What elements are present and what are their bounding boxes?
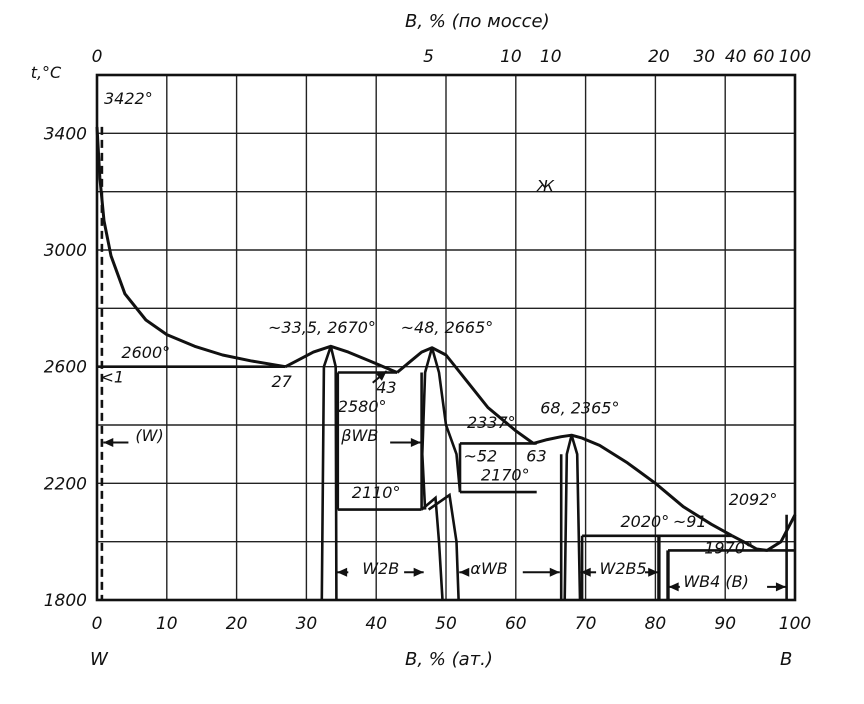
annotation-label: t,°C [31, 63, 62, 82]
w2b-left-boundary [320, 345, 333, 601]
annotation-label: 68, 2365° [540, 398, 619, 417]
annotation-label: 3422° [104, 89, 153, 108]
annotation-label: Ж [536, 177, 555, 196]
corner-label-right: B [780, 649, 792, 670]
y-tick-label: 2600 [44, 358, 87, 378]
x2-tick-label: 0 [92, 47, 103, 67]
arrow-wb4-right-head [775, 582, 786, 592]
x-tick-label: 50 [435, 614, 457, 634]
x2-tick-label: 40 [725, 47, 747, 67]
annotation-label: 27 [272, 372, 293, 391]
awb-left-boundary [420, 495, 444, 601]
annotation-label: ~91 [673, 512, 707, 531]
annotation-label: W2B [362, 559, 399, 578]
annotation-label: 2170° [481, 465, 530, 484]
arrow-43-head [376, 371, 387, 381]
x2-tick-label: 10 [500, 47, 522, 67]
annotation-label: 2600° [121, 343, 170, 362]
phase-boundaries [95, 126, 797, 601]
annotation-label: 2020° [621, 512, 670, 531]
w2b-right-boundary [329, 345, 338, 601]
w2b5-left-boundary [563, 434, 573, 601]
x-tick-label: 0 [92, 614, 103, 634]
plot-border [95, 73, 797, 602]
x2-axis-title: B, % (по мoссе) [405, 11, 550, 32]
w2b5-right-boundary [570, 434, 582, 601]
arrow-bwb-head [410, 438, 421, 447]
awb-left-inner [427, 492, 460, 601]
x-tick-label: 60 [505, 614, 527, 634]
arrow-wb4-left-head [668, 582, 679, 592]
annotations: t,°C 3422° Ж 2600° <1 (W) ~33,5, 2670° ~48, 266… [31, 63, 778, 591]
bwb-left-boundary [420, 347, 434, 510]
y-tick-label: 1800 [44, 591, 87, 611]
x2-tick-label: 20 [648, 47, 670, 67]
x2-tick-label: 60 [753, 47, 775, 67]
corner-label-left: W [90, 649, 109, 670]
x-tick-label: 40 [365, 614, 387, 634]
annotation-label: βWB [340, 426, 378, 445]
annotation-label: 63 [526, 446, 546, 465]
x2-tick-label: 10 [540, 47, 562, 67]
annotation-label: 1970° [704, 538, 753, 557]
annotation-label: ~48, 2665° [401, 318, 494, 337]
liquidus-curve [284, 344, 398, 374]
annotation-label: ~52 [463, 446, 497, 465]
plot-frame [95, 73, 797, 602]
annotation-label: 2337° [467, 413, 516, 432]
x-tick-label: 20 [226, 614, 248, 634]
arrow-w2b-right-head [413, 567, 424, 577]
x-tick-label: 90 [714, 614, 736, 634]
x-tick-label: 80 [645, 614, 667, 634]
arrow-awb-left-head [459, 567, 470, 577]
x-tick-label: 100 [779, 614, 811, 634]
liquidus-curve [532, 433, 733, 538]
x-axis-title: B, % (ат.) [405, 649, 493, 670]
arrow-w2b-left-head [337, 567, 348, 577]
annotation-label: 2580° [338, 397, 387, 416]
annotation-label: 43 [376, 378, 396, 397]
x2-tick-label: 5 [423, 47, 434, 67]
y-tick-label: 2200 [44, 474, 87, 494]
y-tick-label: 3400 [44, 124, 87, 144]
annotation-label: WB4 (B) [683, 572, 749, 591]
arrow-w2b5-left-head [580, 567, 591, 577]
x2-tick-label: 30 [693, 47, 715, 67]
liquidus-curve [95, 126, 286, 369]
annotation-label: ~33,5, 2670° [268, 318, 376, 337]
liquidus-curve [396, 346, 535, 445]
x-tick-label: 30 [296, 614, 318, 634]
annotation-label: W2B5 [600, 559, 647, 578]
arrow-awb-right-head [549, 567, 560, 577]
x2-tick-label: 100 [779, 47, 811, 67]
x-tick-label: 70 [575, 614, 597, 634]
annotation-label: <1 [100, 368, 124, 387]
annotation-label: 2110° [352, 483, 401, 502]
x-tick-label: 10 [156, 614, 178, 634]
y-tick-label: 3000 [44, 241, 87, 261]
annotation-label: 2092° [729, 490, 778, 509]
tick-labels: 0 10 20 30 40 50 60 70 80 90 100180022002600300034… [44, 47, 811, 634]
arrow-w2b5-right-head [648, 567, 659, 577]
bwb-right-boundary [430, 347, 462, 493]
annotation-label: (W) [135, 426, 163, 445]
arrow-w-head [103, 438, 114, 447]
annotation-label: αWB [470, 559, 507, 578]
